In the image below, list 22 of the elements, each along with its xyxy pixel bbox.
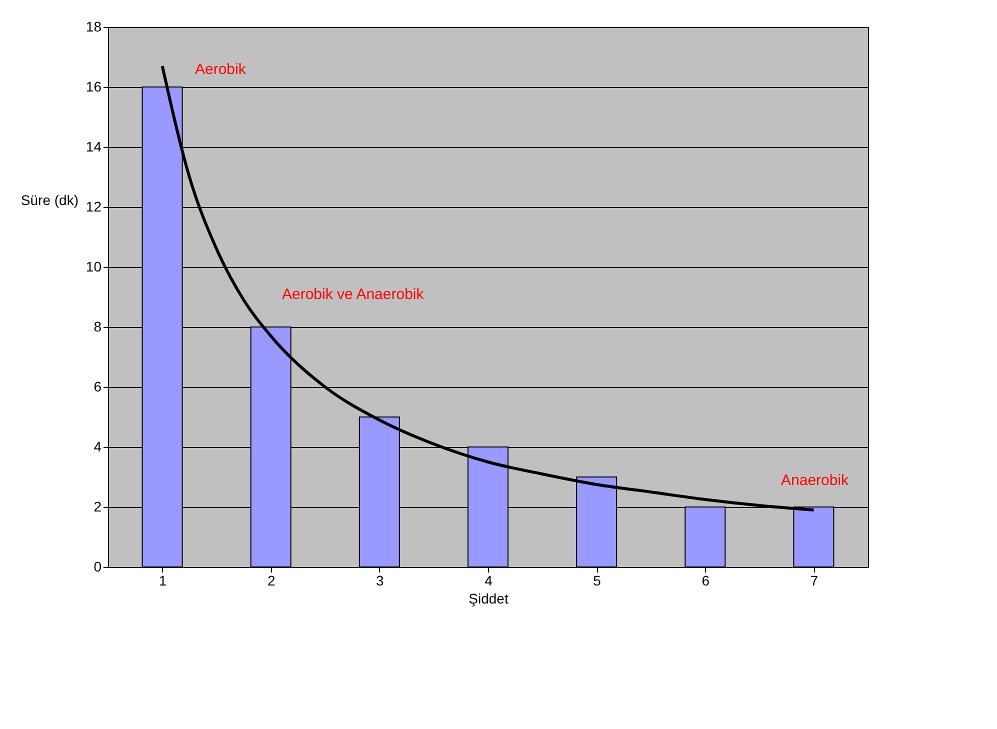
y-tick-label: 0 <box>94 558 102 574</box>
y-tick-label: 8 <box>94 318 102 334</box>
x-tick-label: 4 <box>484 572 493 588</box>
x-tick-label: 2 <box>267 572 276 588</box>
annotation: Anaerobik <box>781 472 850 489</box>
y-tick-label: 6 <box>94 378 102 394</box>
y-tick-label: 2 <box>94 498 102 514</box>
x-tick-label: 5 <box>593 572 602 588</box>
x-tick-label: 1 <box>158 572 167 588</box>
y-tick-label: 14 <box>86 138 102 154</box>
y-tick-label: 10 <box>86 258 102 274</box>
y-tick-label: 12 <box>86 198 102 214</box>
x-tick-label: 6 <box>702 572 710 588</box>
y-axis-title: Süre (dk) <box>20 192 78 208</box>
annotation: Aerobik <box>195 61 246 78</box>
y-tick-label: 16 <box>86 78 102 94</box>
x-axis-title: Şiddet <box>468 590 508 606</box>
x-tick-label: 3 <box>376 572 384 588</box>
y-tick-label: 18 <box>86 18 102 34</box>
y-tick-label: 4 <box>94 438 102 454</box>
x-tick-label: 7 <box>810 572 818 588</box>
annotation: Aerobik ve Anaerobik <box>282 286 424 303</box>
